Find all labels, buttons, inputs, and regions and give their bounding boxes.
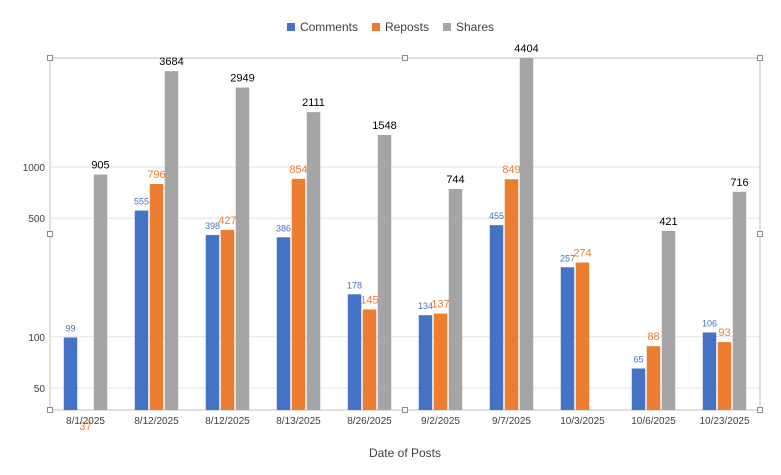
data-label-comments: 134 (418, 301, 433, 311)
bar-shares (732, 191, 747, 410)
data-label-comments: 398 (205, 221, 220, 231)
bar-reposts (717, 342, 732, 410)
data-label-reposts: 427 (218, 215, 236, 227)
resize-handle (47, 407, 53, 413)
data-label-reposts: 137 (431, 299, 449, 311)
x-tick-label: 8/12/2025 (134, 416, 179, 427)
resize-handle (47, 231, 53, 237)
bar-shares (519, 58, 534, 410)
resize-handle (47, 55, 53, 61)
bar-reposts (291, 178, 306, 410)
data-label-shares: 4404 (514, 43, 538, 55)
x-tick-label: 10/3/2025 (560, 416, 605, 427)
data-label-shares: 905 (91, 160, 109, 172)
bar-comments (205, 235, 220, 410)
bar-comments (134, 210, 149, 410)
data-label-shares: 716 (730, 177, 748, 189)
bar-comments (560, 267, 575, 410)
bar-shares (164, 71, 179, 411)
bar-comments (489, 225, 504, 410)
data-label-comments: 106 (702, 318, 717, 328)
legend-label-comments: Comments (299, 20, 358, 34)
bar-comments (702, 332, 717, 410)
legend: Comments Reposts Shares (0, 20, 781, 34)
bar-comments (276, 237, 291, 410)
data-label-reposts: 145 (360, 294, 378, 306)
data-label-comments: 178 (347, 280, 362, 290)
x-tick-label: 9/7/2025 (492, 416, 531, 427)
bar-shares (448, 188, 463, 410)
data-label-comments: 386 (276, 223, 291, 233)
legend-swatch-reposts (371, 23, 380, 31)
bar-shares (235, 87, 250, 411)
data-label-reposts: 849 (502, 164, 520, 176)
x-tick-label: 10/6/2025 (631, 416, 676, 427)
resize-handle (402, 55, 408, 61)
data-label-shares: 1548 (372, 120, 396, 132)
plot-frame (47, 55, 763, 413)
resize-handle (757, 231, 763, 237)
data-label-reposts: 88 (647, 331, 659, 343)
data-label-shares: 421 (659, 216, 677, 228)
bar-reposts (362, 309, 377, 410)
legend-swatch-comments (286, 23, 295, 31)
data-label-comments: 99 (65, 324, 75, 334)
data-label-shares: 2111 (302, 97, 325, 109)
x-tick-label: 8/12/2025 (205, 416, 250, 427)
legend-item-comments: Comments (286, 20, 358, 34)
x-tick-label: 8/1/2025 (66, 416, 105, 427)
data-label-comments: 65 (633, 355, 643, 365)
bar-comments (631, 368, 646, 410)
bar-reposts (504, 179, 519, 410)
y-tick-label: 50 (34, 384, 46, 395)
data-label-reposts: 93 (718, 327, 730, 339)
y-tick-label: 1000 (23, 163, 46, 174)
bar-reposts (220, 229, 235, 410)
bar-comments (347, 294, 362, 410)
bar-shares (306, 112, 321, 411)
legend-item-reposts: Reposts (371, 20, 429, 34)
bar-shares (661, 230, 676, 410)
data-label-shares: 3684 (159, 56, 183, 68)
data-label-reposts: 274 (573, 248, 591, 260)
data-label-comments: 257 (560, 253, 575, 263)
resize-handle (757, 407, 763, 413)
bar-reposts (433, 313, 448, 410)
bar-comments (63, 337, 78, 410)
bar-shares (377, 135, 392, 411)
legend-swatch-shares (443, 23, 451, 31)
data-label-reposts: 796 (147, 169, 165, 181)
x-tick-label: 10/23/2025 (699, 416, 749, 427)
bar-reposts (149, 183, 164, 410)
legend-item-shares: Shares (443, 20, 494, 34)
bars-layer (63, 58, 747, 411)
data-label-shares: 2949 (230, 73, 254, 85)
x-tick-label: 8/13/2025 (276, 416, 321, 427)
x-tick-label: 9/2/2025 (421, 416, 460, 427)
bar-reposts (646, 346, 661, 410)
bar-reposts (575, 262, 590, 410)
data-label-reposts: 37 (79, 421, 91, 433)
data-label-comments: 455 (489, 211, 504, 221)
data-label-comments: 555 (134, 197, 149, 207)
legend-label-shares: Shares (456, 20, 495, 34)
data-label-reposts: 854 (289, 164, 307, 176)
x-tick-label: 8/26/2025 (347, 416, 392, 427)
resize-handle (402, 407, 408, 413)
tick-labels-layer: 50 100 500 1000 8/1/2025 8/12/2025 8/12/2025 8/… (23, 163, 750, 427)
bar-comments (418, 315, 433, 410)
resize-handle (757, 55, 763, 61)
x-axis-title: Date of Posts (369, 446, 441, 460)
bar-shares (93, 174, 108, 410)
y-tick-label: 100 (28, 333, 45, 344)
data-label-shares: 744 (446, 174, 464, 186)
legend-label-reposts: Reposts (384, 20, 429, 34)
y-tick-label: 500 (28, 214, 45, 225)
